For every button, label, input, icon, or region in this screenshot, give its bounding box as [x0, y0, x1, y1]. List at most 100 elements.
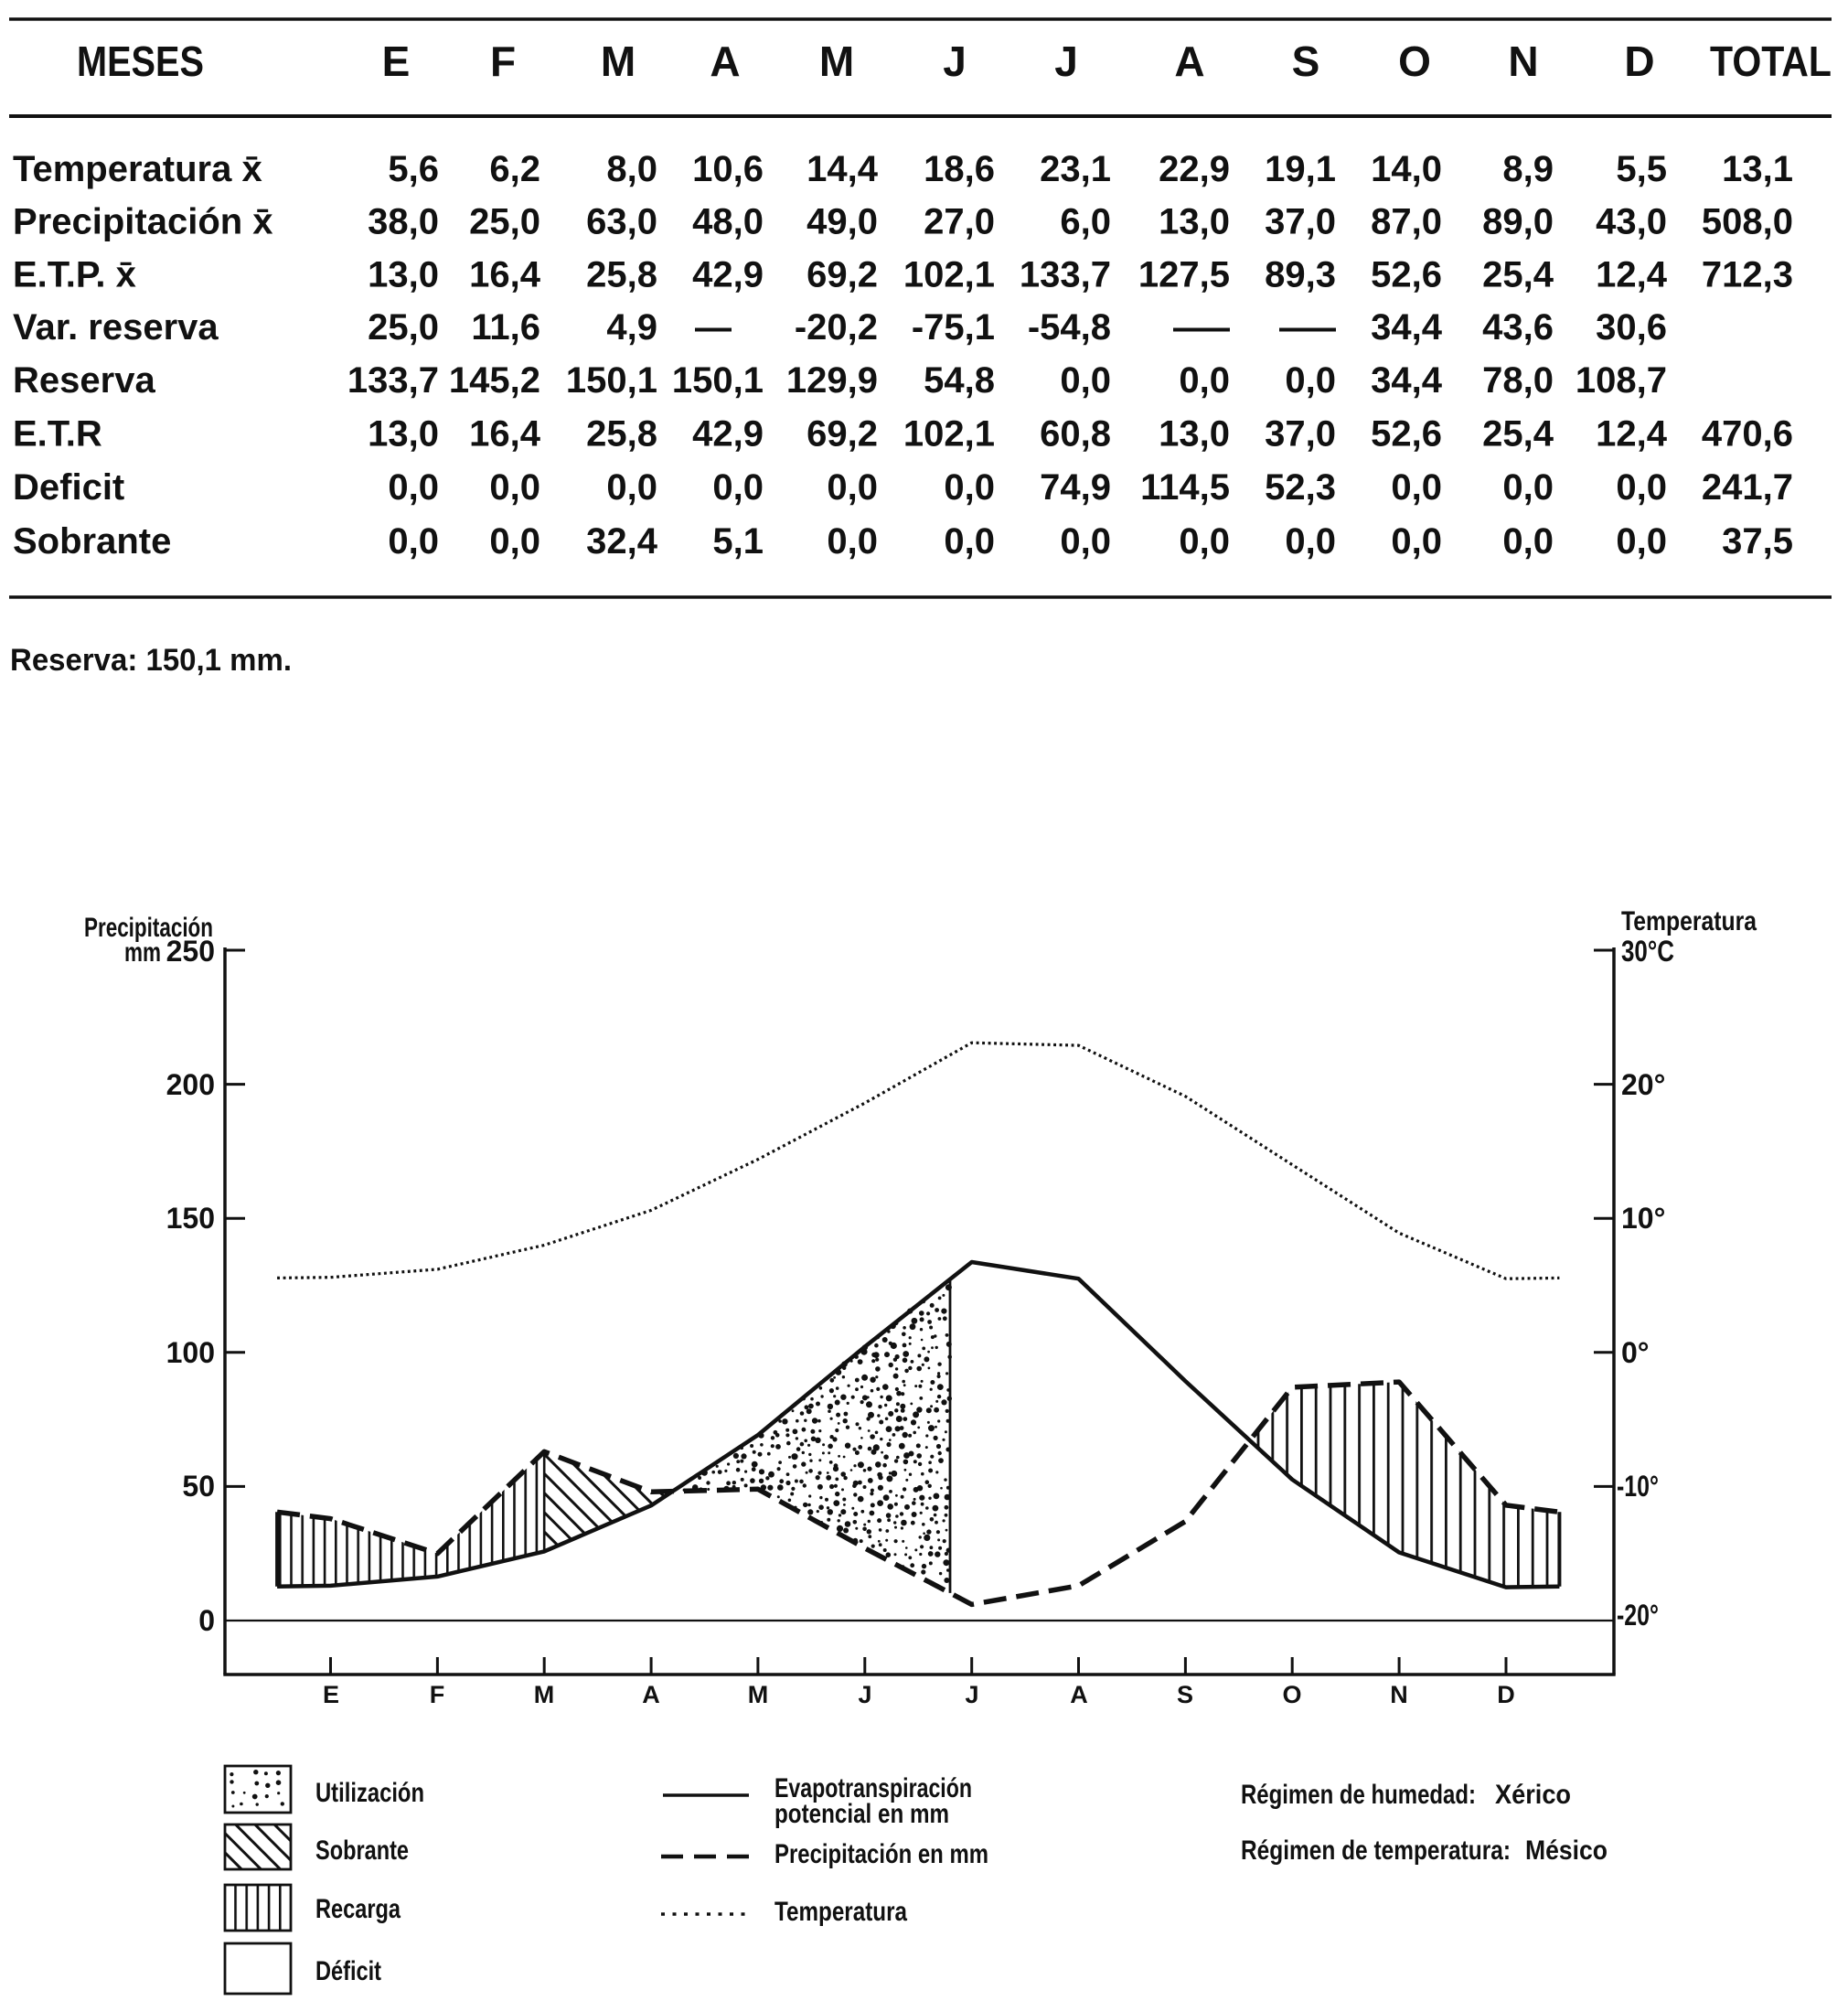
svg-text:52,3: 52,3: [1265, 467, 1336, 508]
svg-text:49,0: 49,0: [806, 202, 878, 242]
svg-text:8,0: 8,0: [606, 149, 657, 189]
svg-text:E.T.R: E.T.R: [13, 414, 102, 455]
svg-text:25,4: 25,4: [1482, 414, 1554, 455]
svg-text:0,0: 0,0: [388, 467, 439, 508]
svg-text:F: F: [430, 1681, 445, 1708]
svg-text:48,0: 48,0: [692, 202, 764, 242]
svg-text:0,0: 0,0: [827, 521, 878, 562]
svg-text:-10°: -10°: [1617, 1470, 1659, 1503]
svg-text:E: E: [382, 37, 411, 85]
svg-text:712,3: 712,3: [1702, 255, 1793, 295]
svg-text:0: 0: [198, 1604, 215, 1637]
svg-text:13,0: 13,0: [1159, 414, 1230, 455]
svg-text:12,4: 12,4: [1596, 255, 1668, 295]
svg-text:150: 150: [166, 1202, 215, 1235]
svg-text:6,0: 6,0: [1060, 202, 1111, 242]
svg-text:A: A: [642, 1681, 660, 1708]
svg-text:S: S: [1177, 1681, 1193, 1708]
svg-text:27,0: 27,0: [924, 202, 995, 242]
svg-text:0,0: 0,0: [1285, 360, 1336, 401]
svg-text:22,9: 22,9: [1159, 149, 1230, 189]
svg-text:150,1: 150,1: [672, 360, 764, 401]
svg-text:32,4: 32,4: [586, 521, 658, 562]
svg-text:52,6: 52,6: [1371, 255, 1442, 295]
svg-text:508,0: 508,0: [1702, 202, 1793, 242]
svg-text:TOTAL: TOTAL: [1710, 37, 1832, 85]
svg-text:O: O: [1398, 37, 1431, 85]
svg-text:87,0: 87,0: [1371, 202, 1442, 242]
svg-text:0°: 0°: [1621, 1336, 1650, 1369]
svg-text:37,5: 37,5: [1722, 521, 1793, 562]
svg-text:30,6: 30,6: [1596, 307, 1667, 348]
svg-text:-75,1: -75,1: [912, 307, 995, 348]
svg-text:5,5: 5,5: [1616, 149, 1667, 189]
svg-text:37,0: 37,0: [1265, 202, 1336, 242]
svg-text:Temperatura x̄: Temperatura x̄: [13, 149, 262, 189]
svg-text:Régimen de humedad:: Régimen de humedad:: [1241, 1780, 1476, 1810]
svg-text:A: A: [710, 37, 740, 85]
svg-text:potencial en mm: potencial en mm: [774, 1799, 949, 1829]
svg-text:Evapotranspiración: Evapotranspiración: [774, 1773, 972, 1803]
svg-text:S: S: [1292, 37, 1320, 85]
svg-text:0,0: 0,0: [827, 467, 878, 508]
svg-text:Precipitación en mm: Precipitación en mm: [774, 1839, 988, 1869]
svg-text:0,0: 0,0: [489, 521, 540, 562]
svg-text:34,4: 34,4: [1371, 307, 1443, 348]
svg-text:0,0: 0,0: [1502, 467, 1554, 508]
svg-text:250: 250: [166, 935, 215, 968]
svg-text:Sobrante: Sobrante: [315, 1835, 409, 1866]
svg-text:18,6: 18,6: [924, 149, 995, 189]
svg-text:133,7: 133,7: [1020, 255, 1111, 295]
svg-text:20°: 20°: [1621, 1068, 1665, 1101]
svg-text:Reserva: Reserva: [13, 360, 155, 401]
svg-text:0,0: 0,0: [712, 467, 764, 508]
svg-text:14,0: 14,0: [1371, 149, 1442, 189]
svg-text:37,0: 37,0: [1265, 414, 1336, 455]
svg-text:5,6: 5,6: [388, 149, 439, 189]
svg-text:52,6: 52,6: [1371, 414, 1442, 455]
svg-text:Temperatura: Temperatura: [774, 1897, 907, 1927]
svg-text:13,0: 13,0: [368, 255, 439, 295]
svg-text:19,1: 19,1: [1265, 149, 1336, 189]
svg-text:J: J: [965, 1681, 978, 1708]
svg-text:Precipitación: Precipitación: [84, 913, 213, 943]
svg-text:M: M: [819, 37, 854, 85]
svg-text:0,0: 0,0: [944, 467, 995, 508]
svg-text:50: 50: [182, 1470, 215, 1503]
svg-text:54,8: 54,8: [924, 360, 995, 401]
svg-text:Var. reserva: Var. reserva: [13, 307, 219, 348]
svg-text:60,8: 60,8: [1040, 414, 1111, 455]
svg-text:Deficit: Deficit: [13, 467, 124, 508]
svg-text:10,6: 10,6: [692, 149, 764, 189]
svg-text:150,1: 150,1: [566, 360, 657, 401]
svg-text:89,3: 89,3: [1265, 255, 1336, 295]
svg-text:0,0: 0,0: [1502, 521, 1554, 562]
svg-text:Déficit: Déficit: [315, 1956, 381, 1986]
svg-text:Temperatura: Temperatura: [1621, 906, 1757, 936]
svg-text:6,2: 6,2: [489, 149, 540, 189]
svg-text:23,1: 23,1: [1040, 149, 1111, 189]
svg-text:4,9: 4,9: [606, 307, 657, 348]
svg-text:-20,2: -20,2: [795, 307, 878, 348]
svg-text:25,4: 25,4: [1482, 255, 1554, 295]
svg-text:Xérico: Xérico: [1495, 1780, 1571, 1810]
svg-text:13,0: 13,0: [368, 414, 439, 455]
svg-text:0,0: 0,0: [1285, 521, 1336, 562]
svg-text:30°C: 30°C: [1621, 935, 1674, 968]
svg-text:—: —: [1279, 307, 1336, 348]
svg-text:470,6: 470,6: [1702, 414, 1793, 455]
svg-text:127,5: 127,5: [1138, 255, 1230, 295]
svg-text:78,0: 78,0: [1482, 360, 1554, 401]
svg-text:0,0: 0,0: [1179, 521, 1230, 562]
svg-text:0,0: 0,0: [1616, 521, 1667, 562]
svg-text:-54,8: -54,8: [1028, 307, 1111, 348]
svg-text:0,0: 0,0: [489, 467, 540, 508]
svg-text:200: 200: [166, 1068, 215, 1101]
svg-text:10°: 10°: [1621, 1202, 1665, 1235]
svg-text:12,4: 12,4: [1596, 414, 1668, 455]
svg-text:A: A: [1174, 37, 1204, 85]
svg-text:42,9: 42,9: [692, 414, 764, 455]
svg-text:Recarga: Recarga: [315, 1894, 401, 1924]
svg-text:0,0: 0,0: [1616, 467, 1667, 508]
svg-text:J: J: [858, 1681, 871, 1708]
